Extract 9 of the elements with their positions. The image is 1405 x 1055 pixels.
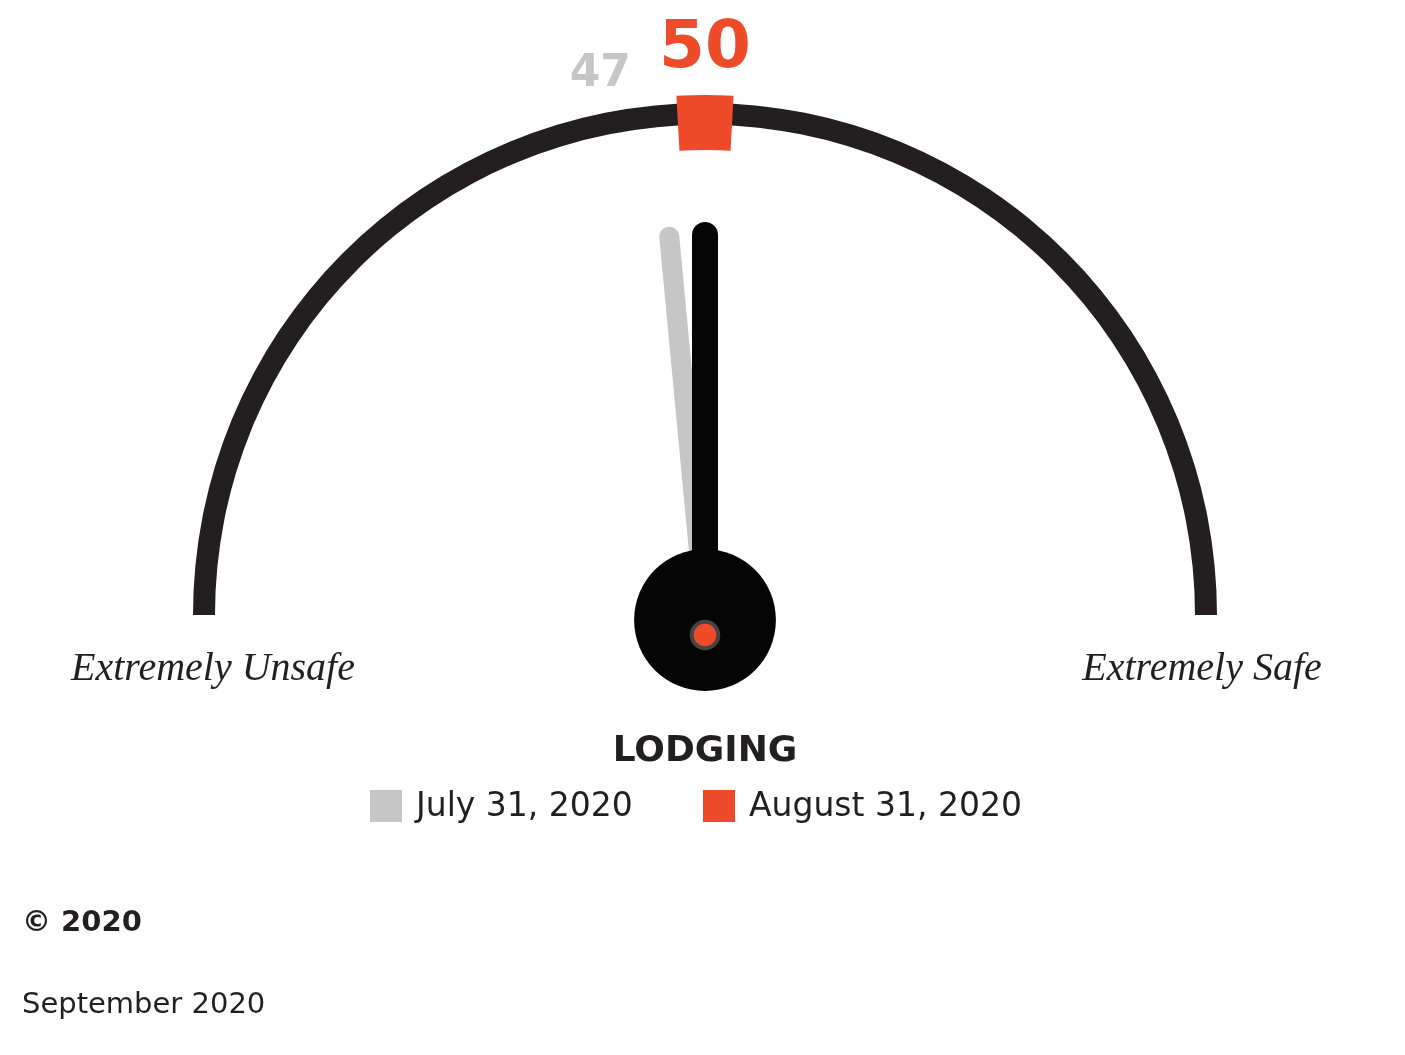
text: LODGING [612, 728, 798, 769]
text: Extremely Safe [1081, 644, 1322, 689]
category-label: July 31, 2020 [414, 785, 633, 824]
text: © 2020 [22, 904, 142, 938]
data-label: 50 [659, 6, 751, 83]
category-label: August 31, 2020 [749, 785, 1022, 824]
text: Extremely Unsafe [70, 644, 355, 689]
data-label: 47 [569, 45, 631, 97]
text: September 2020 [22, 986, 266, 1020]
